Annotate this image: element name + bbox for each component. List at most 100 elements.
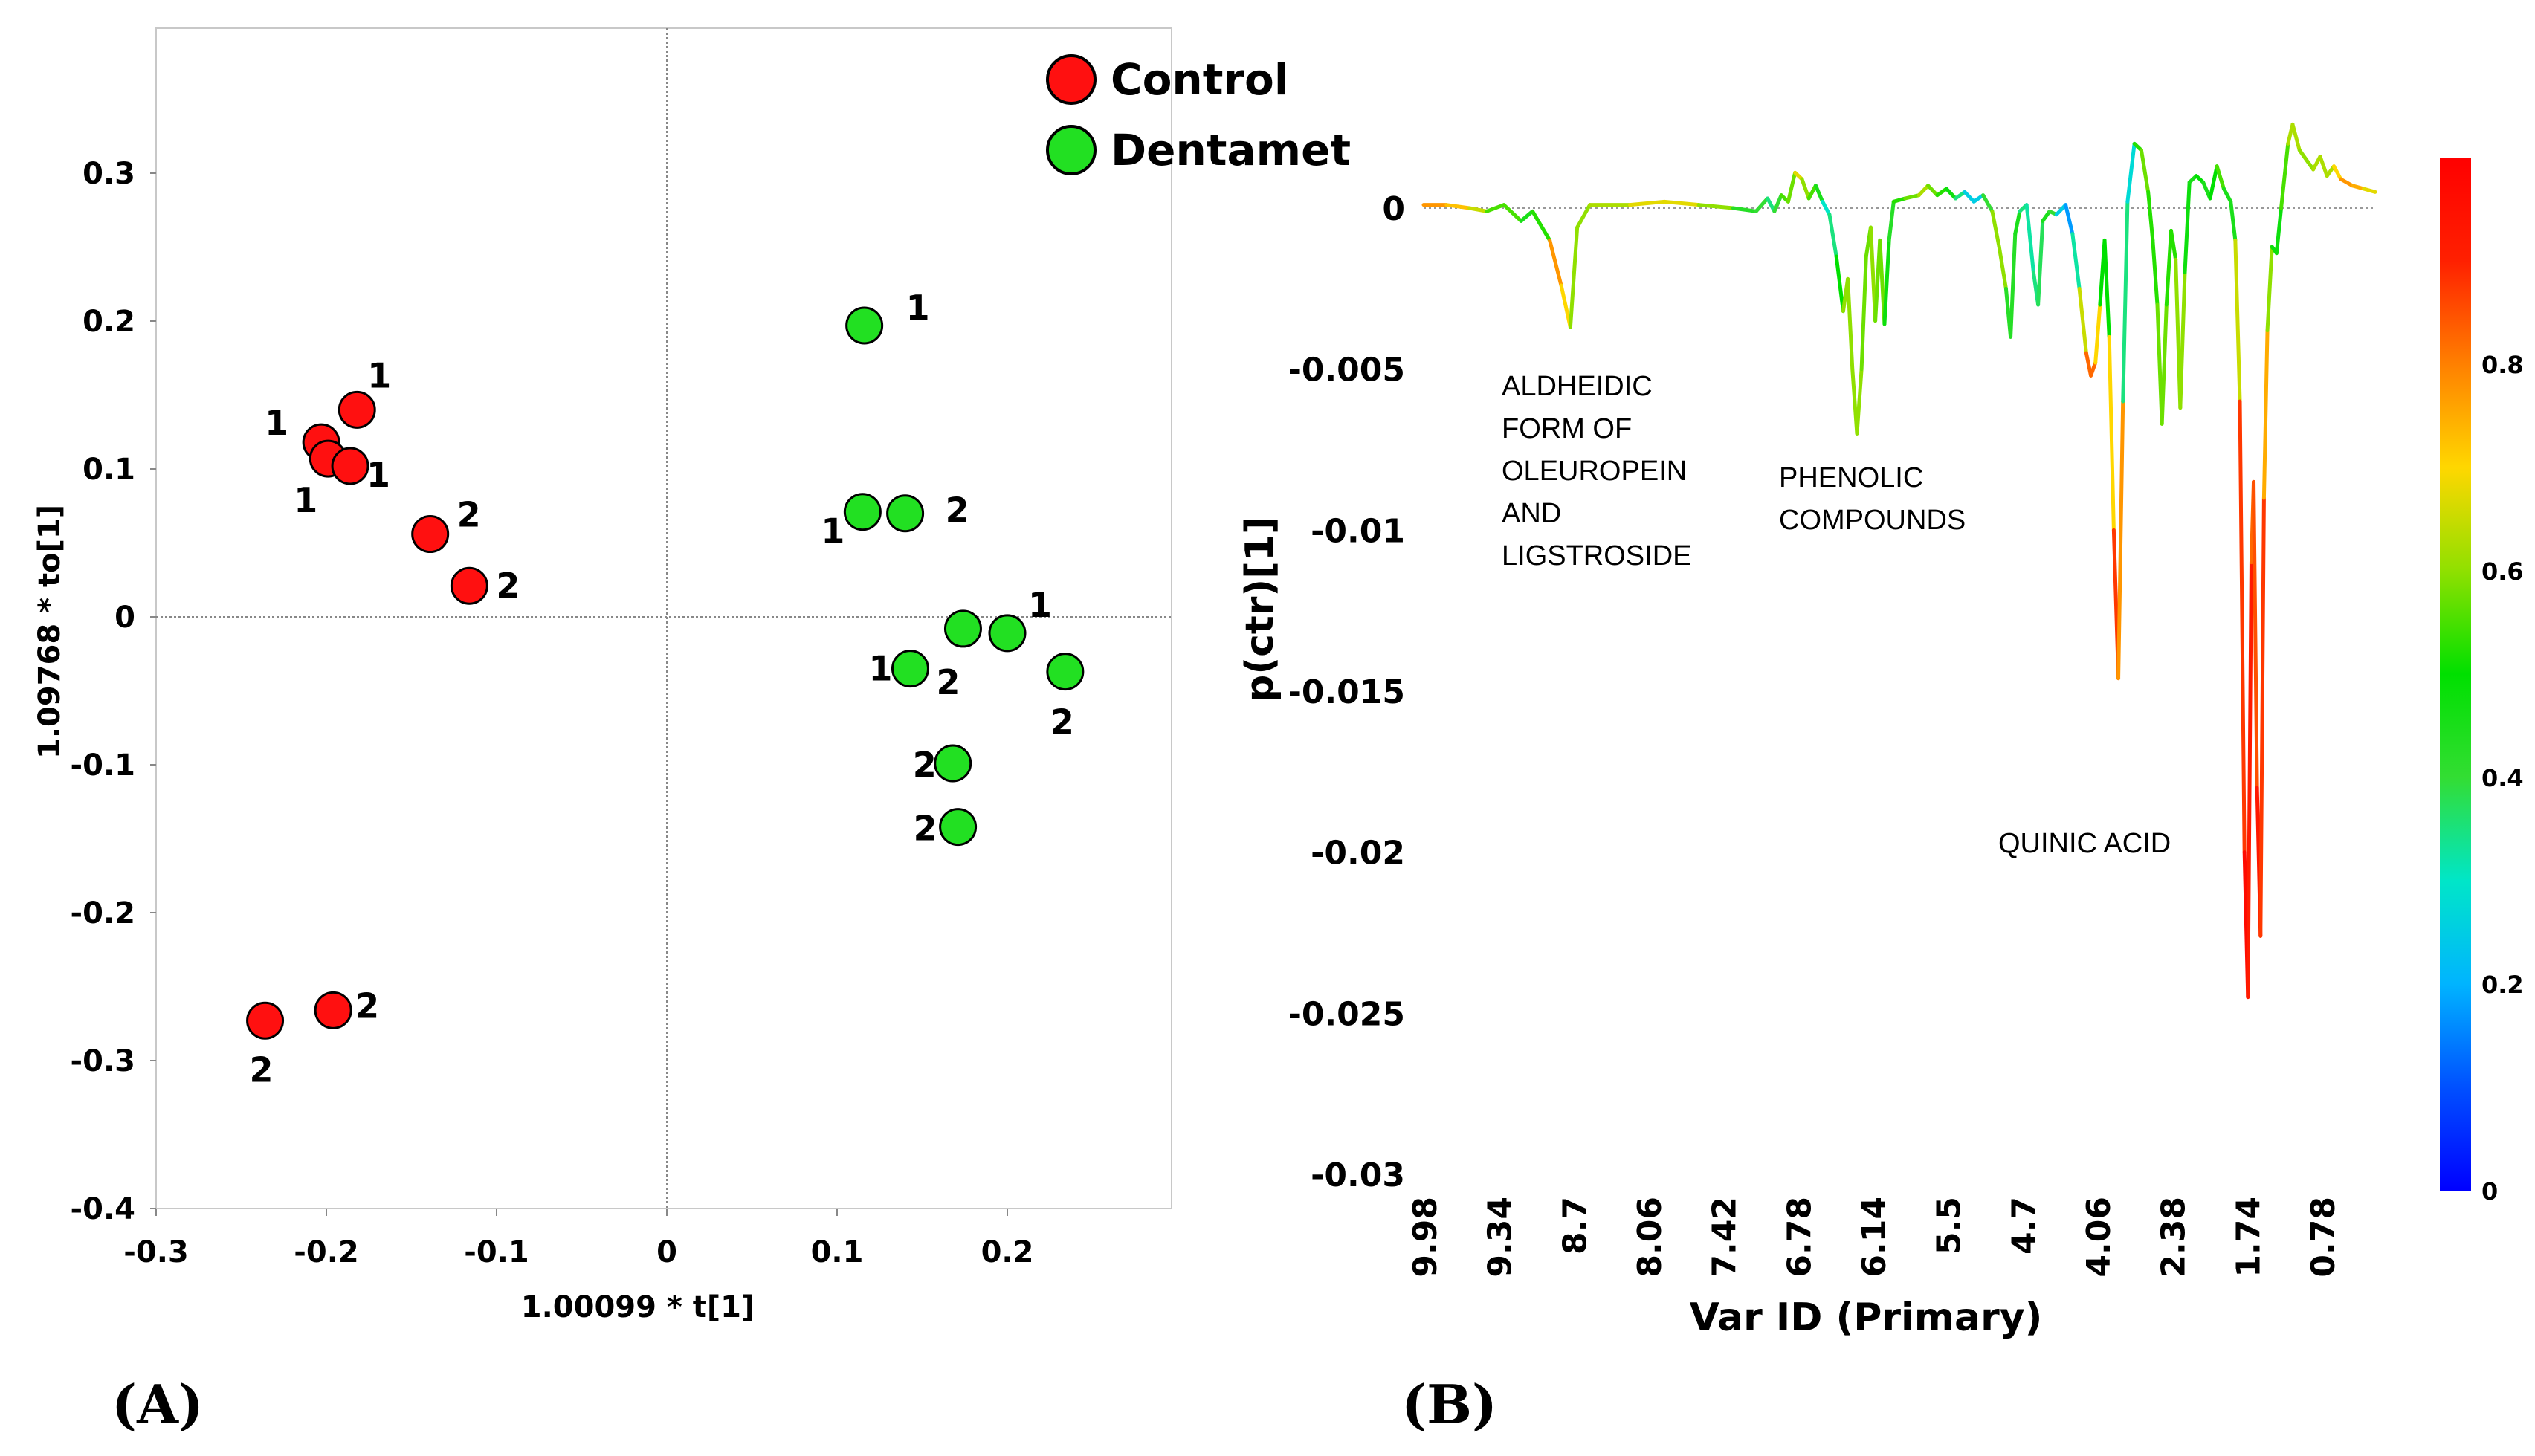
loading-segment: [1731, 206, 1758, 213]
point-label: 2: [913, 745, 937, 785]
loading-segment: [2116, 399, 2125, 681]
x-tick-label-b: 2.38: [2155, 1197, 2193, 1278]
data-point: [943, 609, 982, 648]
point-label: 1: [294, 480, 317, 520]
data-point: [246, 1001, 285, 1040]
loading-segment: [2238, 399, 2247, 855]
legend-marker-control: [1046, 54, 1097, 105]
data-point: [314, 991, 352, 1029]
loading-segment: [1696, 203, 1735, 210]
point-label: 1: [821, 511, 845, 551]
loading-segment: [1834, 254, 1845, 314]
colorbar-tick-label: 0.4: [2481, 764, 2524, 792]
loading-segment: [1772, 193, 1783, 213]
loading-segment: [2233, 238, 2242, 404]
y-tick-label: -0.3: [71, 1044, 135, 1078]
x-tick-label-b: 8.06: [1631, 1197, 1669, 1278]
loading-segment: [1997, 245, 2008, 291]
loading-segment: [1859, 254, 1868, 372]
loading-segment: [2024, 203, 2035, 275]
loading-segment: [1485, 203, 1506, 213]
point-label: 1: [265, 403, 288, 443]
x-tick-label: -0.2: [294, 1235, 358, 1269]
loading-segment: [2318, 155, 2329, 178]
y-tick-label-b: 0: [1382, 190, 1405, 228]
loading-segment: [1519, 209, 1535, 223]
loading-segment: [2258, 496, 2266, 938]
loading-segment: [1559, 283, 1572, 329]
colorbar-tick-label: 0.6: [2481, 557, 2524, 586]
point-label: 1: [366, 455, 390, 495]
data-point: [450, 566, 488, 605]
loading-segment: [2151, 238, 2160, 307]
annotation-line: FORM OF: [1502, 413, 1632, 444]
data-point: [886, 494, 925, 533]
y-tick-label-b: -0.03: [1311, 1156, 1405, 1194]
loading-segment: [2279, 141, 2290, 210]
point-label: 2: [936, 662, 960, 702]
loading-segment: [1981, 193, 1995, 213]
loading-segment: [2107, 334, 2116, 532]
x-tick-label-b: 6.14: [1856, 1197, 1893, 1278]
loading-segment: [2077, 286, 2088, 355]
loading-segment: [1766, 196, 1777, 213]
loading-segment: [1903, 193, 1921, 201]
annotations-b: ALDHEIDIC FORM OF OLEUROPEIN AND LIGSTROSIDE…: [1502, 371, 2171, 859]
loading-segment: [2362, 187, 2377, 194]
y-axis-a: 0.3 0.2 0.1 0 -0.1 -0.2 -0.3 -0.4: [71, 157, 156, 1226]
y-tick-label: 0.2: [83, 305, 135, 339]
loading-segment: [2084, 351, 2093, 378]
loading-segment: [1662, 199, 1701, 207]
legend-a: Control Dentamet: [1046, 54, 1351, 175]
loading-segment: [1935, 187, 1948, 198]
annotation-line: AND: [1502, 498, 1561, 529]
x-tick-label: -0.3: [123, 1235, 188, 1269]
loading-segment: [2331, 164, 2343, 181]
y-tick-label: -0.4: [71, 1192, 135, 1226]
loading-segment: [1882, 238, 1891, 326]
point-label: 2: [914, 809, 937, 849]
loading-segment: [2139, 148, 2151, 194]
data-point: [338, 390, 376, 429]
annotation-line: QUINIC ACID: [1998, 828, 2171, 859]
loading-segment: [2036, 219, 2045, 307]
annotation-line: LIGSTROSIDE: [1502, 540, 1692, 572]
loading-segment: [2215, 164, 2226, 191]
loading-segment: [2221, 187, 2233, 204]
annotation-line: ALDHEIDIC: [1502, 371, 1653, 402]
x-axis-label-a: 1.00099 * t[1]: [521, 1290, 755, 1324]
data-point: [934, 744, 972, 783]
data-point: [411, 515, 450, 554]
loading-segment: [2054, 203, 2068, 217]
loading-segment: [2009, 232, 2018, 339]
annotation-line: PHENOLIC: [1779, 462, 1923, 494]
loading-segment: [1972, 193, 1986, 204]
loading-segment: [1813, 184, 1825, 204]
point-label: 1: [868, 649, 892, 689]
data-point: [988, 614, 1027, 653]
loading-segment: [1444, 203, 1472, 210]
loading-segment: [1954, 190, 1967, 201]
loading-segment: [1887, 199, 1896, 242]
loading-segment: [1467, 206, 1489, 213]
x-tick-label: -0.1: [464, 1235, 529, 1269]
loading-segment: [2160, 302, 2169, 426]
loading-segment: [2164, 228, 2173, 307]
colorbar: [2440, 158, 2471, 1191]
data-point: [939, 808, 978, 847]
x-tick-label: 0.1: [811, 1235, 864, 1269]
x-tick-label-b: 7.42: [1706, 1197, 1744, 1278]
x-tick-label-b: 4.06: [2080, 1197, 2118, 1278]
loading-segment: [1568, 225, 1580, 329]
loading-segment: [1891, 196, 1908, 204]
x-axis-a: -0.3 -0.2 -0.1 0 0.1 0.2: [123, 1209, 1033, 1269]
data-point: [843, 493, 882, 531]
colorbar-tick-label: 0.2: [2481, 971, 2524, 999]
loading-segment: [1548, 238, 1563, 288]
loading-segment: [2208, 164, 2219, 201]
loading-segment: [2041, 209, 2052, 223]
loading-segment: [1531, 209, 1552, 242]
data-point: [845, 306, 884, 345]
loading-segment: [1821, 199, 1832, 217]
loading-segment: [2297, 148, 2308, 162]
